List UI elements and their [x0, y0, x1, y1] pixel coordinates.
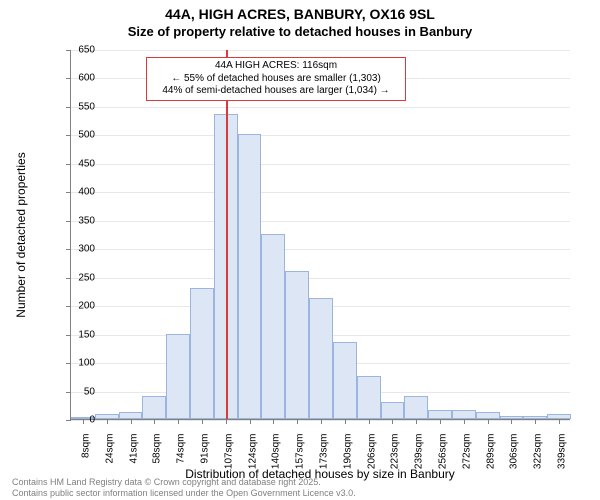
plot-inner: 44A HIGH ACRES: 116sqm← 55% of detached … — [70, 50, 570, 420]
x-tick — [250, 419, 251, 424]
x-tick-label: 322sqm — [533, 434, 544, 470]
y-tick-label: 150 — [55, 329, 95, 340]
x-tick-label: 91sqm — [199, 434, 210, 464]
y-tick-label: 500 — [55, 130, 95, 141]
plot-area: 44A HIGH ACRES: 116sqm← 55% of detached … — [70, 50, 570, 420]
annotation-line: 44A HIGH ACRES: 116sqm — [151, 60, 401, 73]
histogram-bar — [476, 412, 500, 419]
x-tick — [345, 419, 346, 424]
x-tick-label: 107sqm — [223, 434, 234, 470]
x-tick-label: 157sqm — [295, 434, 306, 470]
x-tick-label: 272sqm — [461, 434, 472, 470]
histogram-bar — [285, 271, 309, 419]
histogram-bar — [166, 334, 190, 419]
reference-line — [226, 50, 228, 419]
gridline — [71, 192, 570, 193]
y-tick-label: 100 — [55, 358, 95, 369]
gridline — [71, 135, 570, 136]
histogram-bar — [452, 410, 476, 419]
x-tick — [488, 419, 489, 424]
gridline — [71, 107, 570, 108]
credits-line2: Contains public sector information licen… — [12, 488, 356, 498]
x-tick-label: 124sqm — [247, 434, 258, 470]
x-tick-label: 190sqm — [342, 434, 353, 470]
y-tick-label: 0 — [55, 415, 95, 426]
histogram-bar — [261, 234, 285, 419]
histogram-bar — [404, 396, 428, 419]
x-tick — [464, 419, 465, 424]
x-tick — [178, 419, 179, 424]
gridline — [71, 50, 570, 51]
histogram-bar — [119, 412, 143, 419]
x-tick — [392, 419, 393, 424]
x-tick-label: 206sqm — [366, 434, 377, 470]
x-tick-label: 74sqm — [176, 434, 187, 464]
y-tick-label: 350 — [55, 215, 95, 226]
x-tick-label: 8sqm — [80, 434, 91, 458]
x-tick-label: 223sqm — [390, 434, 401, 470]
x-tick-label: 339sqm — [557, 434, 568, 470]
x-tick — [297, 419, 298, 424]
x-tick-label: 289sqm — [485, 434, 496, 470]
x-tick-label: 58sqm — [152, 434, 163, 464]
x-tick-label: 306sqm — [509, 434, 520, 470]
x-tick-label: 239sqm — [414, 434, 425, 470]
histogram-bar — [357, 376, 381, 419]
x-tick-label: 140sqm — [271, 434, 282, 470]
y-tick-label: 600 — [55, 73, 95, 84]
annotation-line: ← 55% of detached houses are smaller (1,… — [151, 73, 401, 86]
x-tick — [202, 419, 203, 424]
histogram-bar — [309, 298, 333, 419]
x-tick-label: 41sqm — [128, 434, 139, 464]
gridline — [71, 278, 570, 279]
x-tick — [131, 419, 132, 424]
x-tick — [559, 419, 560, 424]
credits-line1: Contains HM Land Registry data © Crown c… — [12, 477, 321, 487]
y-tick-label: 300 — [55, 244, 95, 255]
chart-title-main: 44A, HIGH ACRES, BANBURY, OX16 9SL — [0, 6, 600, 22]
y-tick-label: 400 — [55, 187, 95, 198]
histogram-bar — [190, 288, 214, 419]
x-tick — [107, 419, 108, 424]
x-tick-label: 24sqm — [104, 434, 115, 464]
credits-text: Contains HM Land Registry data © Crown c… — [12, 477, 356, 498]
x-tick-label: 256sqm — [438, 434, 449, 470]
histogram-bar — [381, 402, 405, 419]
histogram-bar — [333, 342, 357, 419]
x-tick-label: 173sqm — [319, 434, 330, 470]
y-tick-label: 650 — [55, 45, 95, 56]
y-axis-label: Number of detached properties — [14, 152, 28, 317]
x-tick — [226, 419, 227, 424]
x-tick — [440, 419, 441, 424]
y-tick-label: 450 — [55, 158, 95, 169]
gridline — [71, 249, 570, 250]
y-tick-label: 250 — [55, 272, 95, 283]
histogram-bar — [238, 134, 262, 419]
y-tick-label: 200 — [55, 301, 95, 312]
chart-title-sub: Size of property relative to detached ho… — [0, 24, 600, 39]
histogram-bar — [142, 396, 166, 419]
y-tick-label: 50 — [55, 386, 95, 397]
chart-container: 44A, HIGH ACRES, BANBURY, OX16 9SL Size … — [0, 0, 600, 500]
histogram-bar — [428, 410, 452, 419]
x-tick — [511, 419, 512, 424]
x-tick — [273, 419, 274, 424]
annotation-line: 44% of semi-detached houses are larger (… — [151, 85, 401, 98]
x-tick — [154, 419, 155, 424]
y-tick-label: 550 — [55, 101, 95, 112]
gridline — [71, 221, 570, 222]
x-tick — [321, 419, 322, 424]
x-tick — [416, 419, 417, 424]
x-tick — [535, 419, 536, 424]
annotation-box: 44A HIGH ACRES: 116sqm← 55% of detached … — [146, 57, 406, 101]
x-tick — [369, 419, 370, 424]
gridline — [71, 164, 570, 165]
